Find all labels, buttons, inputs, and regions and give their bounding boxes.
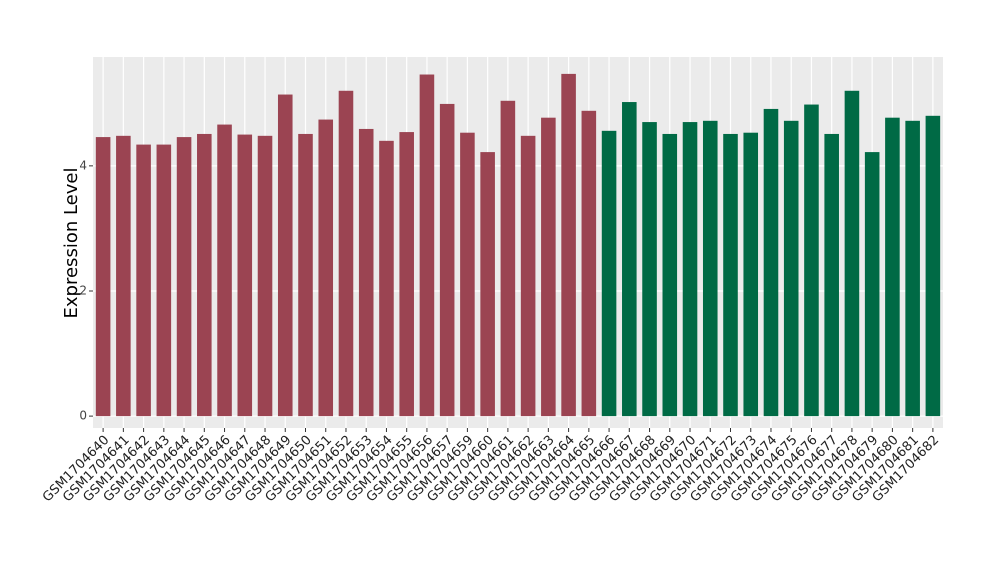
bar	[197, 133, 212, 417]
bar	[541, 117, 556, 417]
bar	[136, 144, 151, 417]
bar	[156, 144, 172, 417]
bar	[723, 133, 738, 417]
y-tick-label: 2	[79, 283, 87, 297]
bar	[237, 134, 253, 417]
bar	[399, 132, 414, 417]
bar	[298, 133, 313, 417]
bar	[561, 73, 576, 417]
bar	[257, 135, 273, 417]
bar	[743, 132, 759, 417]
bar	[783, 120, 799, 417]
bar	[925, 115, 941, 417]
bar	[480, 152, 495, 417]
bar	[844, 90, 860, 417]
bar	[379, 140, 394, 417]
bar	[277, 94, 293, 417]
bar	[460, 132, 475, 417]
bar	[702, 120, 718, 417]
bar	[439, 103, 455, 417]
plot-panel	[93, 57, 943, 428]
bar	[905, 120, 920, 417]
bar	[622, 102, 637, 417]
bar	[642, 122, 657, 417]
bar	[217, 124, 232, 417]
bar	[864, 152, 880, 417]
bar	[500, 100, 516, 417]
bar	[116, 135, 131, 417]
bar	[95, 137, 111, 417]
bar	[581, 110, 597, 417]
bar	[520, 135, 536, 417]
y-axis-label: Expression Level	[61, 168, 82, 319]
bar	[419, 74, 435, 417]
y-tick-label: 4	[79, 158, 87, 172]
y-tick-label: 0	[79, 409, 87, 423]
bar	[885, 117, 900, 417]
bar	[824, 133, 839, 417]
bar	[176, 137, 192, 417]
bar	[662, 133, 678, 417]
bar	[804, 104, 819, 417]
bar	[318, 119, 334, 417]
bar	[763, 108, 779, 417]
bar	[601, 130, 617, 417]
bar	[682, 122, 698, 417]
bar	[358, 128, 374, 417]
bar	[338, 90, 354, 417]
